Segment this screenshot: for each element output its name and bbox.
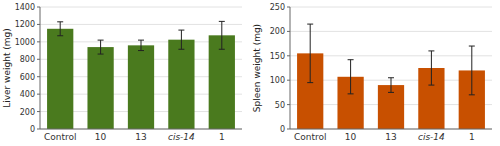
error-bar: [469, 46, 475, 95]
error-line: [350, 60, 351, 94]
bar: [209, 35, 235, 129]
error-cap: [98, 54, 104, 55]
tick-label: 250: [270, 3, 285, 12]
category-label: cis-14: [418, 132, 445, 142]
bar: [168, 40, 194, 129]
error-cap: [428, 85, 434, 86]
error-line: [181, 30, 182, 49]
bar: [47, 29, 73, 129]
figure: 0200400600800100012001400Control1013cis-…: [0, 0, 500, 146]
bar: [128, 45, 154, 129]
error-cap: [138, 40, 144, 41]
grid-line: [40, 129, 242, 130]
error-cap: [348, 59, 354, 60]
error-cap: [307, 24, 313, 25]
plot-area: [297, 24, 485, 129]
error-cap: [98, 40, 104, 41]
error-line: [100, 40, 101, 54]
tick-label: 200: [270, 27, 285, 36]
category-label: 10: [345, 132, 357, 142]
tick-label: 600: [20, 73, 35, 82]
x-axis: [290, 129, 492, 130]
error-cap: [428, 50, 434, 51]
tick-label: 800: [20, 55, 35, 64]
tick-label: 400: [20, 90, 35, 99]
tick-label: 150: [270, 52, 285, 61]
error-cap: [178, 30, 184, 31]
error-cap: [57, 21, 63, 22]
category-label: cis-14: [168, 132, 195, 142]
category-label: Control: [44, 132, 77, 142]
error-bar: [388, 78, 394, 93]
panel: 0 200 400 600 800 1000 1200 1400 Control 10 13 cis-…: [2, 3, 242, 142]
error-line: [141, 40, 142, 50]
error-cap: [178, 49, 184, 50]
error-bar: [178, 30, 184, 49]
tick-label: 1400: [15, 3, 35, 12]
tick-label: 1000: [15, 38, 35, 47]
error-bar: [138, 40, 144, 50]
bar: [87, 47, 113, 129]
category-label: 1: [219, 132, 225, 142]
category-label: 13: [135, 132, 146, 142]
error-bar: [307, 24, 313, 83]
y-axis-label: Spleen weight (mg): [252, 24, 262, 112]
panel: 0 50 100 150 200 250 Control 10 13 cis-14 1 Spleen …: [252, 3, 492, 142]
tick-label: 100: [270, 76, 285, 85]
error-cap: [388, 92, 394, 93]
error-cap: [219, 49, 225, 50]
error-cap: [219, 21, 225, 22]
error-cap: [307, 82, 313, 83]
error-line: [221, 21, 222, 49]
error-cap: [57, 35, 63, 36]
error-cap: [388, 77, 394, 78]
error-cap: [469, 94, 475, 95]
error-bar: [348, 60, 354, 94]
tick-label: 1200: [15, 20, 35, 29]
category-label: 10: [95, 132, 107, 142]
grid-line: [290, 31, 492, 32]
y-axis: [290, 7, 291, 129]
x-axis: [40, 129, 242, 130]
category-label: 1: [469, 132, 475, 142]
error-cap: [469, 46, 475, 47]
error-bar: [98, 40, 104, 54]
error-bar: [57, 22, 63, 36]
category-label: 13: [385, 132, 396, 142]
plot-area: [47, 21, 235, 129]
error-line: [431, 51, 432, 85]
y-axis-label: Liver weight (mg): [2, 28, 12, 108]
tick-label: 0: [280, 125, 285, 134]
error-bar: [219, 21, 225, 49]
error-line: [310, 24, 311, 83]
grid-line: [40, 7, 242, 8]
category-label: Control: [294, 132, 327, 142]
tick-label: 50: [275, 101, 285, 110]
error-line: [60, 22, 61, 36]
grid-line: [290, 129, 492, 130]
grid-line: [40, 24, 242, 25]
y-axis: [40, 7, 41, 129]
error-line: [391, 78, 392, 93]
tick-label: 200: [20, 108, 35, 117]
tick-label: 0: [30, 125, 35, 134]
error-line: [471, 46, 472, 95]
error-cap: [138, 50, 144, 51]
error-cap: [348, 93, 354, 94]
grid-line: [290, 7, 492, 8]
error-bar: [428, 51, 434, 85]
